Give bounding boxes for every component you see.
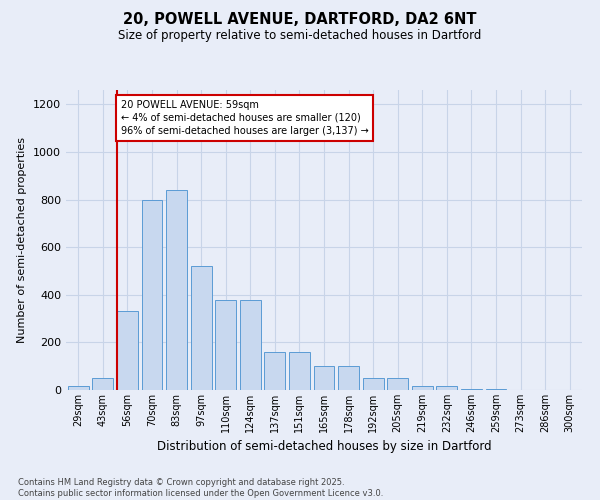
Bar: [265, 352, 286, 390]
Text: Size of property relative to semi-detached houses in Dartford: Size of property relative to semi-detach…: [118, 29, 482, 42]
Text: 20, POWELL AVENUE, DARTFORD, DA2 6NT: 20, POWELL AVENUE, DARTFORD, DA2 6NT: [123, 12, 477, 28]
Bar: [191, 266, 212, 390]
Bar: [92, 378, 113, 390]
Bar: [215, 300, 236, 390]
Bar: [117, 312, 138, 390]
Bar: [412, 386, 433, 390]
Y-axis label: Number of semi-detached properties: Number of semi-detached properties: [17, 137, 28, 343]
Bar: [461, 389, 482, 390]
X-axis label: Distribution of semi-detached houses by size in Dartford: Distribution of semi-detached houses by …: [157, 440, 491, 454]
Text: 20 POWELL AVENUE: 59sqm
← 4% of semi-detached houses are smaller (120)
96% of se: 20 POWELL AVENUE: 59sqm ← 4% of semi-det…: [121, 100, 368, 136]
Bar: [387, 378, 408, 390]
Bar: [166, 190, 187, 390]
Bar: [142, 200, 163, 390]
Bar: [338, 366, 359, 390]
Bar: [289, 352, 310, 390]
Bar: [436, 386, 457, 390]
Bar: [314, 366, 334, 390]
Bar: [362, 378, 383, 390]
Text: Contains HM Land Registry data © Crown copyright and database right 2025.
Contai: Contains HM Land Registry data © Crown c…: [18, 478, 383, 498]
Bar: [485, 389, 506, 390]
Bar: [240, 300, 261, 390]
Bar: [68, 386, 89, 390]
